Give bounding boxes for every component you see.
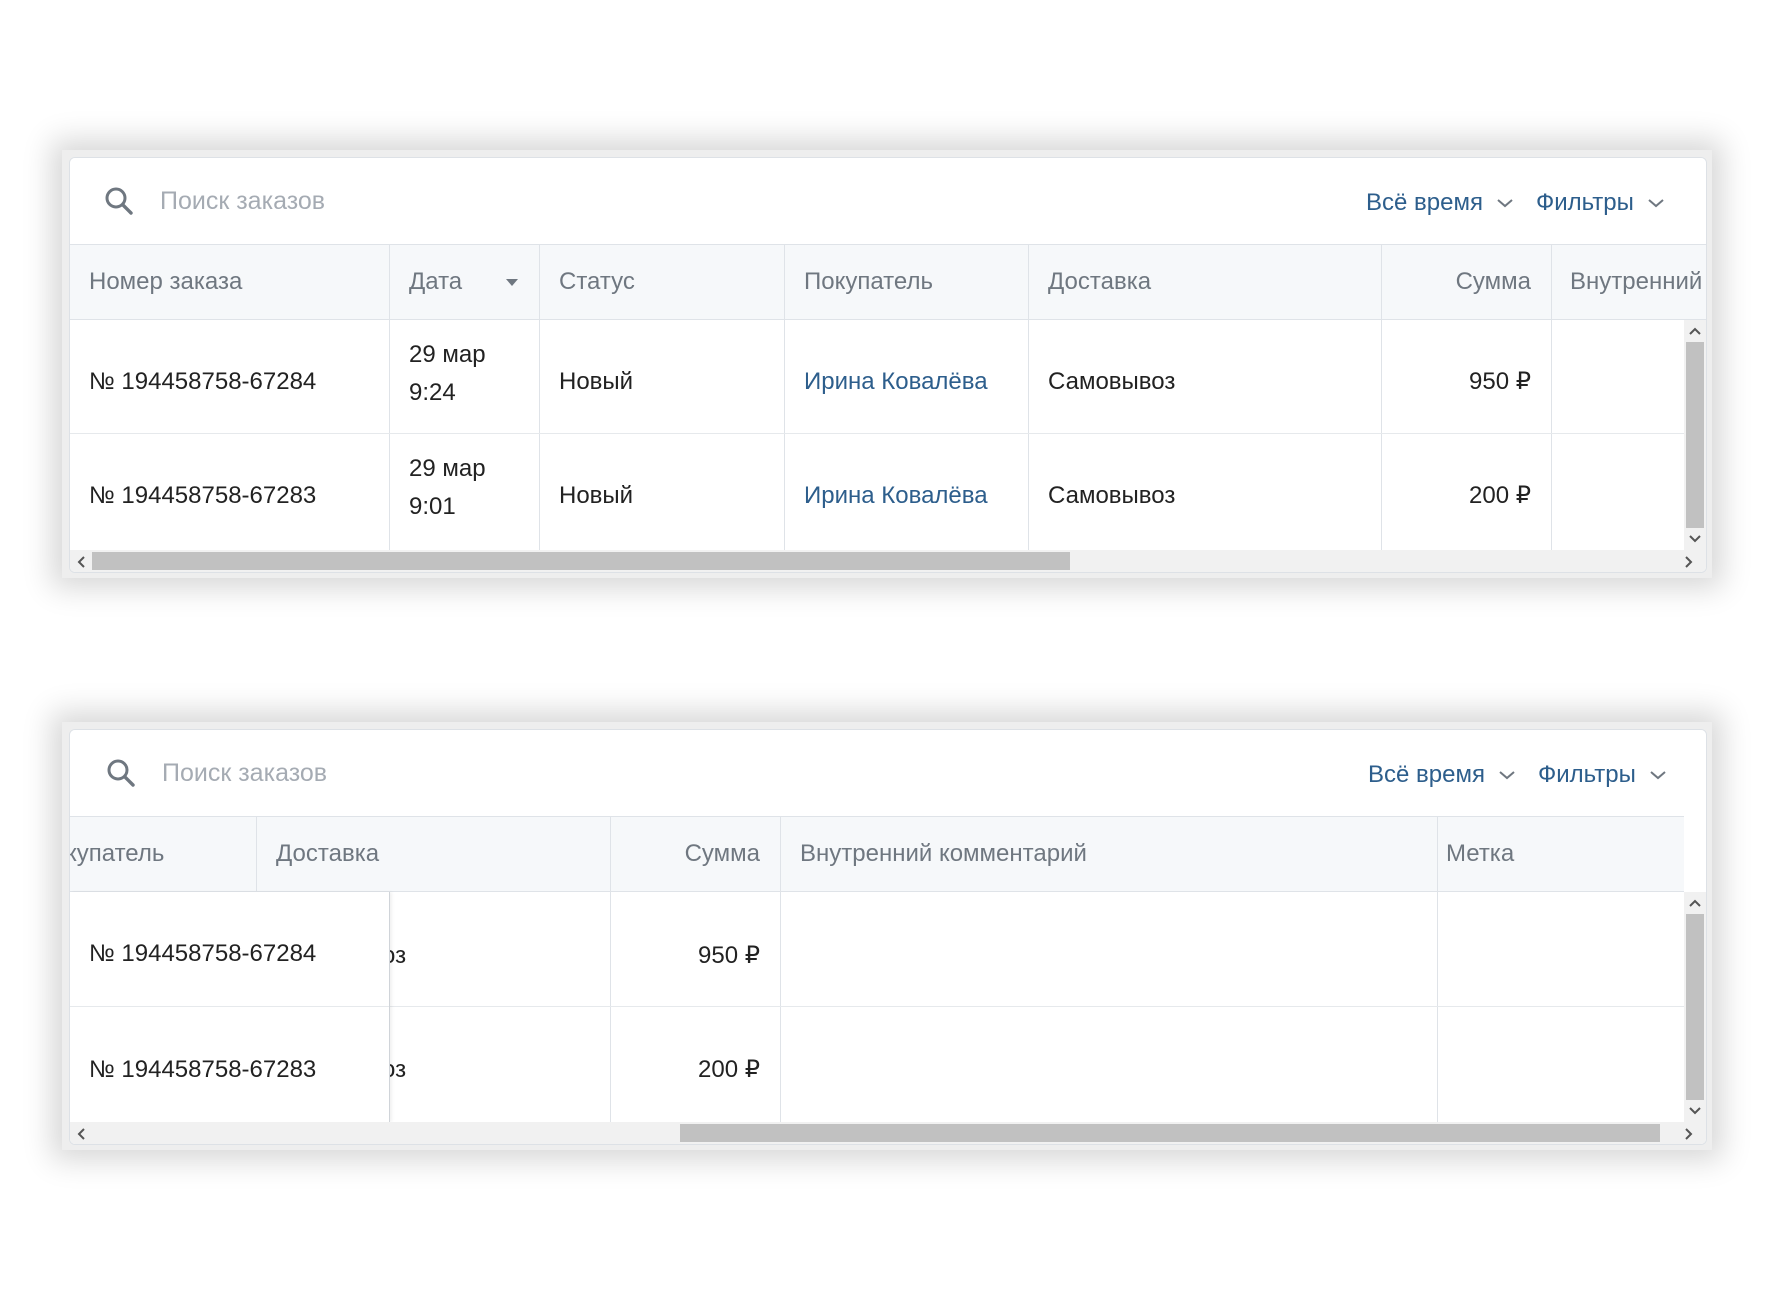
column-header-order-number[interactable]: Номер заказа <box>89 268 243 295</box>
chevron-down-icon <box>1648 199 1664 208</box>
orders-table-card: Поиск заказов Всё время Фильтры купатель… <box>69 729 1707 1145</box>
column-header-status[interactable]: Статус <box>559 268 635 295</box>
scroll-down-icon[interactable] <box>1688 534 1702 544</box>
orders-panel-initial: Поиск заказов Всё время Фильтры Номер за… <box>62 150 1712 578</box>
vertical-scrollbar-thumb[interactable] <box>1686 914 1704 1100</box>
column-divider <box>256 816 257 892</box>
scroll-down-icon[interactable] <box>1688 1106 1702 1116</box>
scroll-left-icon[interactable] <box>76 1127 86 1141</box>
row-divider <box>390 1006 1684 1007</box>
sum-cell: 950 ₽ <box>698 942 760 969</box>
order-number-cell[interactable]: № 194458758-67284 <box>89 368 317 395</box>
sticky-order-column: № 194458758-67284 № 194458758-67283 <box>70 892 390 1122</box>
row-divider <box>70 1006 389 1007</box>
column-header-comment[interactable]: Внутренний <box>1570 268 1703 295</box>
row-divider <box>70 433 1684 434</box>
date-time: 9:01 <box>409 493 456 520</box>
date-day: 29 мар <box>409 455 486 482</box>
order-number-cell[interactable]: № 194458758-67284 <box>89 940 317 967</box>
column-header-buyer[interactable]: купатель <box>69 840 165 867</box>
column-header-comment[interactable]: Внутренний комментарий <box>800 840 1087 867</box>
buyer-link[interactable]: Ирина Ковалёва <box>804 482 988 509</box>
date-cell: 29 мар 9:24 <box>409 336 486 412</box>
order-number-cell[interactable]: № 194458758-67283 <box>89 1056 317 1083</box>
column-divider <box>389 244 390 550</box>
sort-desc-icon[interactable] <box>506 279 518 286</box>
column-header-sum[interactable]: Сумма <box>1455 268 1531 295</box>
filters-dropdown[interactable]: Фильтры <box>1538 759 1666 791</box>
vertical-scrollbar[interactable] <box>1684 320 1706 550</box>
table-header-row <box>70 244 1706 320</box>
table-header-row <box>70 816 1684 892</box>
orders-panel-scrolled: Поиск заказов Всё время Фильтры купатель… <box>62 722 1712 1150</box>
period-dropdown-label: Всё время <box>1366 189 1483 216</box>
vertical-scrollbar[interactable] <box>1684 892 1706 1122</box>
column-header-sum[interactable]: Сумма <box>684 840 760 867</box>
search-icon[interactable] <box>106 758 136 788</box>
column-divider <box>1381 244 1382 550</box>
scroll-up-icon[interactable] <box>1688 898 1702 908</box>
vertical-scrollbar-thumb[interactable] <box>1686 342 1704 528</box>
horizontal-scrollbar-thumb[interactable] <box>92 552 1070 570</box>
column-divider <box>1437 816 1438 1122</box>
status-cell: Новый <box>559 368 634 395</box>
column-header-delivery[interactable]: Доставка <box>1048 268 1152 295</box>
scroll-left-icon[interactable] <box>76 555 86 569</box>
buyer-link[interactable]: Ирина Ковалёва <box>804 368 988 395</box>
chevron-down-icon <box>1650 771 1666 780</box>
period-dropdown[interactable]: Всё время <box>1366 187 1513 219</box>
column-divider <box>610 816 611 1122</box>
search-input[interactable]: Поиск заказов <box>162 759 328 787</box>
filters-dropdown-label: Фильтры <box>1538 761 1636 788</box>
scroll-up-icon[interactable] <box>1688 326 1702 336</box>
status-cell: Новый <box>559 482 634 509</box>
filters-dropdown-label: Фильтры <box>1536 189 1634 216</box>
search-input[interactable]: Поиск заказов <box>160 187 326 215</box>
horizontal-scrollbar[interactable] <box>70 550 1706 572</box>
column-divider <box>1028 244 1029 550</box>
sum-cell: 200 ₽ <box>698 1056 760 1083</box>
orders-table-card: Поиск заказов Всё время Фильтры Номер за… <box>69 157 1707 573</box>
horizontal-scrollbar-thumb[interactable] <box>680 1124 1660 1142</box>
column-header-delivery[interactable]: Доставка <box>276 840 380 867</box>
column-divider <box>780 816 781 1122</box>
order-number-cell[interactable]: № 194458758-67283 <box>89 482 317 509</box>
date-time: 9:24 <box>409 379 456 406</box>
toolbar: Поиск заказов Всё время Фильтры <box>70 730 1706 816</box>
toolbar: Поиск заказов Всё время Фильтры <box>70 158 1706 244</box>
scroll-right-icon[interactable] <box>1684 555 1694 569</box>
period-dropdown[interactable]: Всё время <box>1368 759 1515 791</box>
chevron-down-icon <box>1497 199 1513 208</box>
column-header-date[interactable]: Дата <box>409 268 463 295</box>
date-day: 29 мар <box>409 341 486 368</box>
period-dropdown-label: Всё время <box>1368 761 1485 788</box>
scroll-right-icon[interactable] <box>1684 1127 1694 1141</box>
filters-dropdown[interactable]: Фильтры <box>1536 187 1664 219</box>
column-divider <box>539 244 540 550</box>
date-cell: 29 мар 9:01 <box>409 450 486 526</box>
column-divider <box>1551 244 1552 550</box>
sum-cell: 200 ₽ <box>1469 482 1531 509</box>
search-icon[interactable] <box>104 186 134 216</box>
delivery-cell: Самовывоз <box>1048 482 1176 509</box>
sum-cell: 950 ₽ <box>1469 368 1531 395</box>
delivery-cell: Самовывоз <box>1048 368 1176 395</box>
horizontal-scrollbar[interactable] <box>70 1122 1706 1144</box>
column-header-buyer[interactable]: Покупатель <box>804 268 933 295</box>
chevron-down-icon <box>1499 771 1515 780</box>
column-divider <box>784 244 785 550</box>
column-header-tag[interactable]: Метка <box>1446 840 1515 867</box>
